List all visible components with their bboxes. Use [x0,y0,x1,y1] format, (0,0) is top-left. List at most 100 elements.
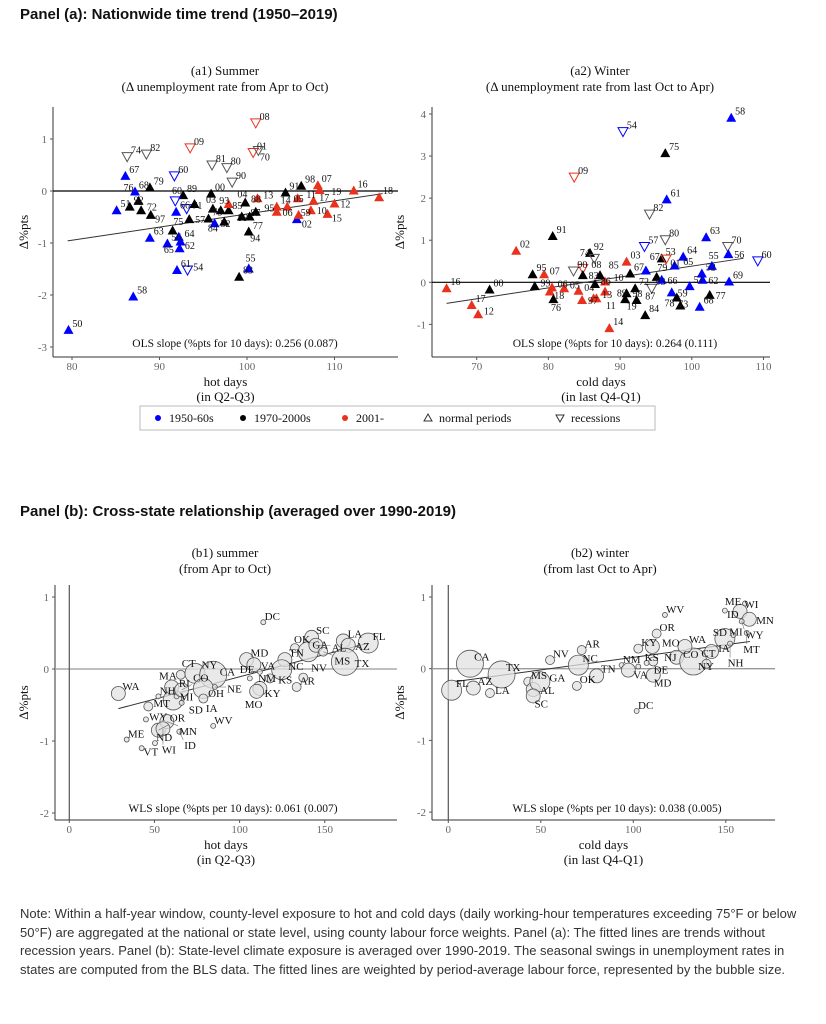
bubble-VA [620,662,636,678]
point-recession-60 [169,196,182,207]
bubble-VA [246,657,262,673]
point-label: 60 [178,165,188,176]
bubble-label: KY [265,688,281,700]
bubble-KS [635,663,642,670]
y-tick-label: 1 [421,592,427,604]
point-label: 15 [332,213,342,224]
y-tick-label: 0 [42,186,48,198]
bubble-label: OH [208,688,224,700]
point-normal-15 [322,208,333,218]
point-label: 74 [580,248,590,259]
y-tick-label: 1 [421,235,427,247]
point-label: 56 [171,232,181,243]
bubble-VT [138,745,145,752]
point-recession-90 [567,266,580,277]
point-label: 10 [614,273,624,284]
bubble-label: NY [202,659,218,671]
bubble-label: AL [540,685,555,697]
bubble-FL [441,679,463,701]
point-normal-05 [282,201,293,211]
point-normal-85 [215,205,226,215]
bubble-label: FL [373,631,386,643]
point-normal-92 [124,201,135,211]
bubble-label: NC [288,661,303,673]
point-normal-93 [207,203,218,213]
bubble-SD [178,699,185,706]
point-recession-01 [247,148,259,159]
point-label: 51 [694,275,704,286]
point-recession-90 [226,177,238,189]
bubble-label: RI [179,678,190,690]
x-axis-label: cold days [579,837,628,852]
point-label: 67 [634,262,644,273]
point-normal-63 [144,232,155,242]
bubble-label: ME [725,596,742,608]
bubble-label: SC [316,625,329,637]
bubble-label: OR [170,713,186,725]
point-label: 92 [594,242,604,253]
point-normal-52 [209,218,220,228]
point-label: 85 [609,261,619,272]
point-label: 08 [591,260,601,271]
bubble-WA [677,639,693,654]
bubble-label: NM [623,654,641,666]
point-label: 72 [639,277,649,288]
point-label: 80 [669,229,679,240]
point-label: 68 [139,180,149,191]
point-label: 95 [264,203,274,214]
bubble-label: AZ [355,641,370,653]
point-label: 83 [589,271,599,282]
bubble-label: IA [718,643,730,655]
bubble-IA [198,693,209,704]
bubble-label: VA [261,660,276,672]
bubble-TX [330,647,359,676]
point-label: 75 [173,217,183,228]
point-label: 59 [678,288,688,299]
bubble-NV [298,672,309,683]
slope-annotation: OLS slope (%pts for 10 days): 0.264 (0.1… [513,338,718,350]
x-axis-label: hot days [204,837,248,852]
point-label: 87 [645,292,655,303]
point-normal-18 [544,286,555,296]
y-tick-label: 2 [421,193,427,205]
x-tick-label: 150 [718,824,735,836]
point-normal-78 [675,300,686,310]
bubble-TN [589,668,605,684]
point-normal-07 [539,269,550,279]
point-normal-06 [271,206,282,216]
bubble-label: ME [128,729,145,741]
y-tick-label: -2 [417,807,426,819]
bubble-WY [143,716,149,723]
x-tick-label: 90 [615,361,627,373]
x-tick-label: 70 [471,361,483,373]
point-normal-97 [577,294,588,304]
bubble-KY [633,643,644,654]
point-recession-80 [221,163,233,174]
bubble-LA [485,688,495,698]
point-label: 58 [735,107,745,118]
bubble-label: LA [495,685,510,697]
x-axis-label-sub: (in last Q4-Q1) [561,389,640,404]
label-leader-line [158,724,169,731]
legend-triangle-up-icon [423,412,433,422]
bubble-label: TX [355,658,370,670]
point-normal-75 [167,225,178,235]
bubble-label: MA [159,671,177,683]
bubble-label: CO [683,649,698,661]
bubble-label: DC [638,700,653,712]
y-tick-label: -2 [40,808,49,820]
point-normal-65 [174,243,185,253]
point-normal-84 [640,310,651,320]
x-tick-label: 0 [446,824,452,836]
point-normal-16 [441,283,452,293]
slope-annotation: WLS slope (%pts per 10 days): 0.038 (0.0… [512,803,721,815]
point-normal-86 [590,278,601,288]
bubble-label: ID [184,740,196,752]
bubble-AR [291,682,302,692]
point-label: 61 [181,259,191,270]
point-normal-61 [172,265,182,275]
point-label: 73 [212,207,222,218]
point-recession-57 [638,242,651,253]
point-label: 84 [208,224,218,235]
x-tick-label: 150 [317,824,334,836]
